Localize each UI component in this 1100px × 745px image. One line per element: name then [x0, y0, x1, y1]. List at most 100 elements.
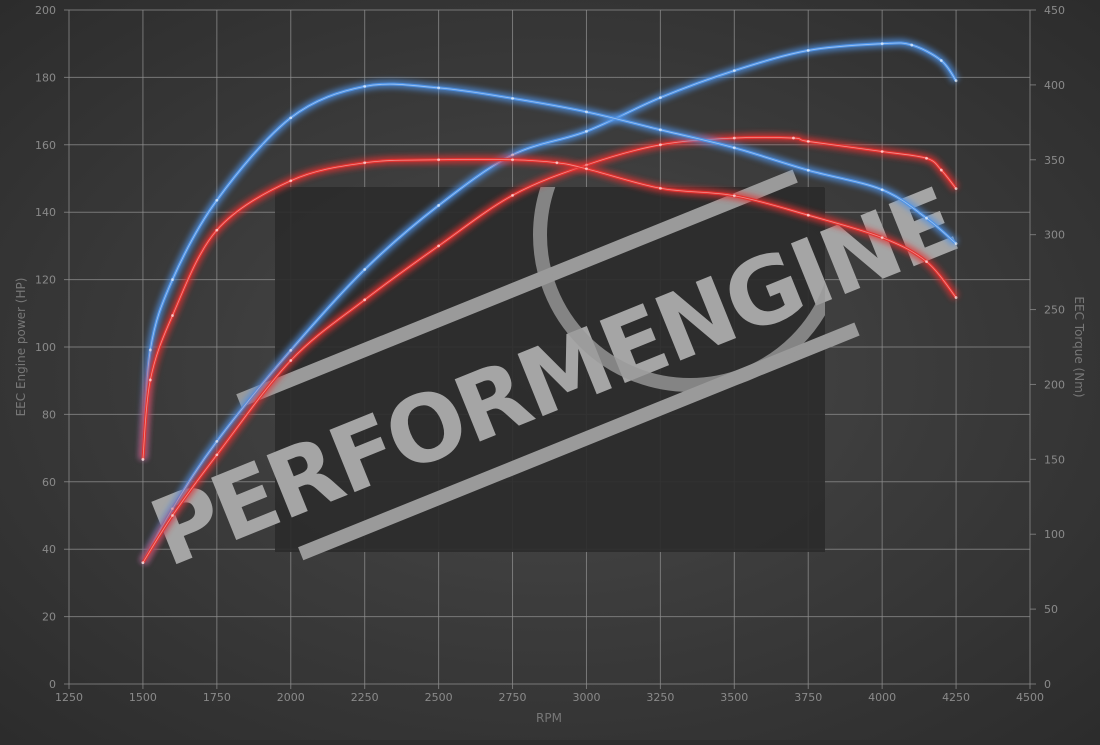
- data-point: [806, 140, 810, 143]
- series-torque-3: [138, 155, 960, 461]
- y-right-tick-label: 50: [1044, 603, 1058, 616]
- data-point: [215, 228, 219, 232]
- data-point: [954, 79, 958, 83]
- data-point: [215, 439, 219, 443]
- series-highlight: [142, 42, 957, 563]
- axes: 1250 1500 1750 2000 2250 2500 2750 3000 3250 3500…: [35, 4, 1065, 704]
- data-point: [148, 348, 152, 352]
- y-left-tick-label: 100: [35, 341, 56, 354]
- data-point: [658, 143, 662, 147]
- data-point: [732, 194, 736, 198]
- data-point: [732, 136, 736, 140]
- data-point: [925, 156, 928, 160]
- x-tick-label: 3750: [794, 691, 822, 704]
- data-point: [363, 161, 367, 165]
- data-point: [658, 128, 662, 132]
- data-point: [289, 348, 293, 352]
- data-point: [511, 153, 514, 157]
- data-point: [511, 193, 514, 197]
- y-left-axis-title: EEC Engine power (HP): [14, 278, 28, 417]
- x-tick-label: 3000: [572, 691, 600, 704]
- data-point: [511, 96, 514, 100]
- data-point: [363, 268, 367, 271]
- data-point: [363, 84, 367, 88]
- y-left-tick-label: 160: [35, 139, 56, 152]
- data-point: [171, 278, 174, 281]
- data-point: [732, 69, 736, 73]
- data-point: [925, 216, 928, 220]
- data-point: [880, 236, 884, 240]
- data-point: [910, 43, 914, 47]
- data-point: [954, 296, 958, 299]
- x-tick-label: 4500: [1016, 691, 1044, 704]
- x-tick-label: 2250: [351, 691, 379, 704]
- data-point: [289, 179, 293, 183]
- data-point: [954, 187, 958, 191]
- series-power-0: [139, 38, 960, 565]
- y-left-tick-label: 0: [49, 678, 56, 691]
- y-right-axis-title: EEC Torque (Nm): [1072, 296, 1086, 397]
- x-axis-title: RPM: [536, 711, 562, 725]
- series-line: [141, 41, 958, 564]
- data-point: [215, 198, 219, 202]
- data-point: [880, 188, 884, 192]
- x-tick-label: 2500: [425, 691, 453, 704]
- data-point: [658, 186, 662, 190]
- data-point: [437, 86, 441, 90]
- x-tick-label: 1500: [129, 691, 157, 704]
- x-tick-label: 3500: [720, 691, 748, 704]
- series-line: [141, 82, 958, 460]
- data-point: [141, 561, 145, 565]
- data-point: [880, 42, 884, 46]
- x-tick-label: 1750: [203, 691, 231, 704]
- y-left-tick-label: 200: [35, 4, 56, 17]
- series-highlight: [142, 159, 957, 460]
- y-right-tick-label: 0: [1044, 678, 1051, 691]
- x-tick-label: 4250: [942, 691, 970, 704]
- x-tick-label: 4000: [868, 691, 896, 704]
- y-right-tick-label: 400: [1044, 79, 1065, 92]
- data-point: [880, 150, 884, 153]
- data-point: [954, 242, 958, 246]
- x-tick-label: 3250: [646, 691, 674, 704]
- y-left-tick-label: 180: [35, 71, 56, 84]
- series-torque-2: [138, 80, 959, 461]
- data-point: [363, 298, 367, 302]
- y-right-tick-label: 300: [1044, 229, 1065, 242]
- y-left-tick-label: 80: [42, 408, 56, 421]
- data-point: [806, 168, 810, 172]
- y-left-tick-label: 60: [42, 476, 56, 489]
- series-layer: [138, 38, 960, 565]
- data-point: [437, 158, 441, 162]
- data-point: [215, 453, 219, 457]
- data-point: [148, 378, 152, 382]
- y-right-tick-label: 350: [1044, 154, 1065, 167]
- x-tick-label: 2000: [277, 691, 305, 704]
- y-left-tick-label: 40: [42, 543, 56, 556]
- data-point: [289, 116, 293, 120]
- data-point: [555, 161, 559, 165]
- y-left-tick-label: 140: [35, 206, 56, 219]
- data-point: [585, 129, 588, 133]
- data-point: [289, 359, 293, 362]
- y-right-tick-label: 100: [1044, 528, 1065, 541]
- data-point: [171, 514, 174, 517]
- data-point: [925, 260, 928, 264]
- data-point: [141, 457, 145, 461]
- y-right-tick-label: 200: [1044, 378, 1065, 391]
- y-right-tick-label: 250: [1044, 304, 1065, 317]
- data-point: [732, 146, 736, 150]
- series-highlight: [142, 83, 957, 460]
- x-tick-label: 1250: [55, 691, 83, 704]
- y-right-tick-label: 150: [1044, 453, 1065, 466]
- data-point: [437, 204, 441, 207]
- y-left-tick-label: 20: [42, 611, 56, 624]
- data-point: [939, 59, 943, 62]
- data-point: [792, 136, 795, 140]
- y-right-tick-label: 450: [1044, 4, 1065, 17]
- data-point: [939, 168, 943, 172]
- data-point: [585, 110, 588, 114]
- data-point: [171, 314, 174, 317]
